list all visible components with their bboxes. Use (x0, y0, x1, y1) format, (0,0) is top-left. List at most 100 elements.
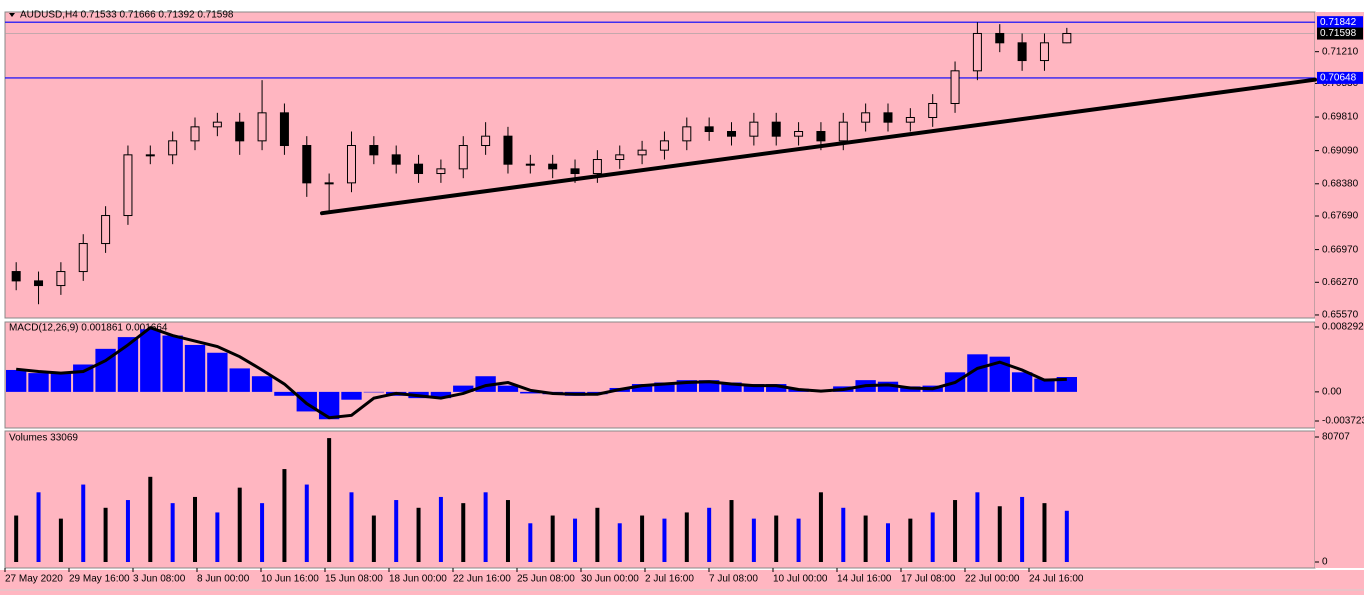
candle-body (78, 243, 88, 273)
candle-body (794, 131, 804, 137)
volume-bar (751, 518, 756, 562)
candle-body (346, 145, 356, 184)
candle-body (1062, 32, 1072, 44)
candle-body (503, 135, 513, 165)
symbol-menu-arrow[interactable] (9, 13, 15, 17)
volume-bar (863, 515, 868, 562)
volume-title: Volumes 33069 (9, 433, 78, 444)
macd-bar (341, 391, 362, 400)
candle-body (659, 140, 669, 151)
level-label-bg (1317, 16, 1363, 29)
volume-bar (260, 503, 265, 562)
y-tick-label: -0.003723 (1322, 416, 1364, 427)
candle-body (928, 102, 938, 119)
time-scale (0, 570, 1364, 595)
volume-panel (4, 430, 1316, 569)
volume-bar (483, 492, 488, 562)
macd-bar (430, 391, 452, 399)
macd-bar (95, 348, 116, 392)
x-tick-label: 22 Jul 00:00 (965, 574, 1020, 585)
volume-bar (282, 469, 287, 562)
macd-bar (453, 385, 474, 392)
volume-bar (125, 500, 130, 562)
candle-body (771, 121, 781, 137)
candle-body (212, 121, 222, 128)
volume-bar (796, 518, 801, 562)
candle-body (123, 154, 133, 217)
volume-bar (193, 496, 198, 562)
trendline (320, 77, 1317, 216)
candle-body (905, 117, 915, 123)
x-tick-label: 29 May 16:00 (69, 574, 130, 585)
volume-bar (662, 518, 667, 562)
y-tick-label: 0.008292 (1322, 322, 1364, 333)
volume-bar (573, 518, 578, 562)
volume-bar (953, 500, 958, 562)
x-tick-label: 2 Jul 16:00 (645, 574, 694, 585)
macd-bar (497, 385, 519, 392)
volume-bar (81, 484, 86, 562)
volume-bar (617, 523, 622, 562)
candle-body (414, 163, 424, 175)
macd-bar (676, 380, 697, 392)
candle-body (235, 121, 245, 142)
candle-body (302, 145, 312, 184)
macd-bar (184, 344, 206, 392)
candle-body (101, 215, 111, 245)
candle-body (391, 154, 401, 165)
volume-bar (818, 492, 823, 562)
macd-bar (318, 391, 340, 420)
candle-body (257, 112, 267, 142)
x-tick-label: 25 Jun 08:00 (517, 574, 575, 585)
candle-body (727, 131, 737, 137)
y-tick-label: 0.66970 (1322, 244, 1359, 255)
x-tick-label: 3 Jun 08:00 (133, 574, 186, 585)
volume-bar (170, 503, 175, 562)
x-tick-label: 18 Jun 00:00 (389, 574, 447, 585)
volume-bar (438, 496, 443, 562)
candle-body (570, 168, 580, 175)
candle-body (481, 135, 491, 147)
candle-body (525, 163, 535, 166)
x-tick-label: 14 Jul 16:00 (837, 574, 892, 585)
macd-bar (28, 373, 49, 392)
macd-bar (743, 384, 765, 392)
volume-bar (774, 515, 779, 562)
x-tick-label: 17 Jul 08:00 (901, 574, 956, 585)
level-label: 0.70648 (1320, 73, 1357, 84)
macd-bar (721, 382, 742, 392)
macd-bar (520, 391, 541, 394)
macd-bar (251, 376, 273, 392)
level-label: 0.71842 (1320, 17, 1357, 28)
candle-body (972, 32, 982, 72)
y-tick-label: 0.69090 (1322, 145, 1359, 156)
volume-bar (684, 512, 689, 562)
y-tick-label: 0.69810 (1322, 112, 1359, 123)
macd-bar (1034, 378, 1055, 392)
x-tick-label: 7 Jul 08:00 (709, 574, 758, 585)
volume-bar (304, 484, 309, 562)
volume-bar (58, 518, 63, 562)
y-tick-label: 0.67690 (1322, 211, 1359, 222)
candle-body (436, 168, 446, 175)
candle-body (592, 159, 602, 175)
macd-bar (207, 352, 228, 392)
volume-bar (327, 438, 332, 562)
macd-bar (6, 369, 27, 392)
x-tick-label: 24 Jul 16:00 (1029, 574, 1084, 585)
macd-bar (654, 382, 675, 392)
candle-body (704, 126, 714, 133)
y-tick-label: 0.68380 (1322, 178, 1359, 189)
candle-body (950, 70, 960, 104)
volume-bar (1042, 503, 1047, 562)
candle-body (324, 182, 334, 185)
macd-bar (766, 384, 787, 392)
macd-bar (967, 354, 988, 392)
x-tick-label: 10 Jul 00:00 (773, 574, 828, 585)
volume-bar (416, 507, 421, 562)
volume-bar (908, 518, 913, 562)
candle-body (458, 145, 468, 170)
candle-body (548, 163, 558, 170)
y-tick-label: 0.66270 (1322, 277, 1359, 288)
